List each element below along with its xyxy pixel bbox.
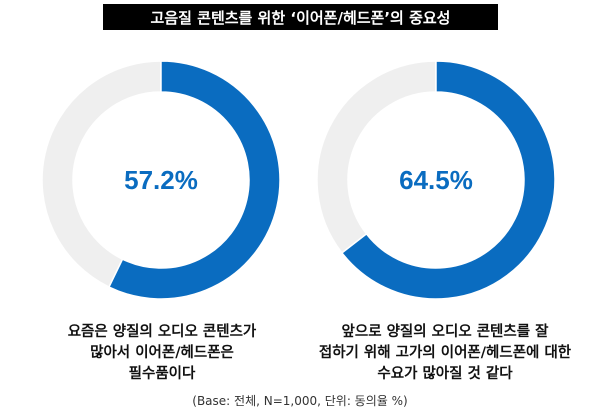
caption-line: 앞으로 양질의 오디오 콘텐츠를 잘 — [341, 324, 549, 340]
caption-line: 많아서 이어폰/헤드폰은 — [90, 345, 234, 361]
caption-right: 앞으로 양질의 오디오 콘텐츠를 잘 접하기 위해 고가의 이어폰/헤드폰에 대… — [290, 322, 600, 385]
donut-value-slice — [340, 60, 556, 300]
donut-value-label: 64.5% — [399, 165, 473, 195]
caption-line: 접하기 위해 고가의 이어폰/헤드폰에 대한 — [318, 345, 572, 361]
caption-line: 요즘은 양질의 오디오 콘텐츠가 — [67, 324, 257, 340]
caption-left: 요즘은 양질의 오디오 콘텐츠가 많아서 이어폰/헤드폰은 필수품이다 — [12, 322, 312, 385]
chart-title: 고음질 콘텐츠를 위한 ‘이어폰/헤드폰’의 중요성 — [103, 4, 498, 30]
base-note: (Base: 전체, N=1,000, 단위: 동의율 %) — [192, 394, 408, 408]
caption-line: 수요가 많아질 것 같다 — [377, 366, 513, 382]
donut-remainder-slice — [316, 60, 437, 254]
donut-remainder-slice — [41, 60, 162, 289]
donut-value-label: 57.2% — [124, 165, 198, 195]
caption-line: 필수품이다 — [128, 366, 196, 382]
donut-value-slice — [107, 60, 281, 300]
